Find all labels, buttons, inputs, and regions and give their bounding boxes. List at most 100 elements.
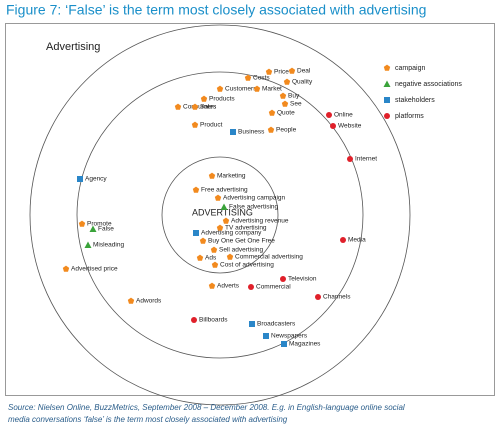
node-label: Channels xyxy=(323,294,351,301)
marker xyxy=(268,109,276,116)
node-label: Buy One Get One Free xyxy=(208,238,275,245)
marker xyxy=(281,341,287,347)
node-label: Television xyxy=(288,276,317,283)
node-label: Costs xyxy=(253,75,270,82)
source-line: Source: Nielsen Online, BuzzMetrics, Sep… xyxy=(8,403,405,412)
node-label: Website xyxy=(338,123,362,130)
node-label: Quality xyxy=(292,79,313,86)
marker xyxy=(226,253,234,260)
node-label: Media xyxy=(348,237,366,244)
marker xyxy=(77,176,83,182)
node-label: Deal xyxy=(297,68,311,75)
node-label: Marketing xyxy=(217,173,246,180)
middle-ring xyxy=(76,71,364,359)
node-label: Advertised price xyxy=(71,266,118,273)
marker xyxy=(192,186,200,193)
marker xyxy=(174,103,182,110)
marker xyxy=(244,74,252,81)
marker xyxy=(193,230,199,236)
node-label: Sales xyxy=(200,104,217,111)
node-label: Buy xyxy=(288,93,300,100)
marker xyxy=(208,282,216,289)
node-label: Commercial xyxy=(256,284,291,291)
center-label: ADVERTISING xyxy=(192,207,253,217)
node-label: Quote xyxy=(277,110,295,117)
node-label: Ads xyxy=(205,255,217,262)
node-label: See xyxy=(290,101,302,108)
marker xyxy=(216,224,224,231)
marker xyxy=(383,64,391,71)
node-label: Customers xyxy=(225,86,257,93)
node-label: TV advertising xyxy=(225,225,267,232)
marker xyxy=(253,85,261,92)
legend-label: campaign xyxy=(395,65,425,72)
marker xyxy=(210,246,218,253)
marker xyxy=(280,276,286,282)
marker xyxy=(216,85,224,92)
marker xyxy=(326,112,332,118)
node-label: Broadcasters xyxy=(257,321,296,328)
node-label: Promote xyxy=(87,221,112,228)
node-label: Commercial advertising xyxy=(235,254,303,261)
node-label: Market xyxy=(262,86,282,93)
marker xyxy=(267,126,275,133)
node-label: Advertising campaign xyxy=(223,195,286,202)
marker xyxy=(208,172,216,179)
node-label: Magazines xyxy=(289,341,321,348)
marker xyxy=(279,92,287,99)
node-label: Online xyxy=(334,112,353,119)
diagram-label: Advertising xyxy=(46,41,100,53)
marker xyxy=(214,194,222,201)
marker xyxy=(283,78,291,85)
node-label: Adverts xyxy=(217,283,240,290)
node-label: False advertising xyxy=(229,204,279,211)
node-label: Billboards xyxy=(199,317,228,324)
marker xyxy=(78,220,86,227)
marker xyxy=(222,217,230,224)
marker xyxy=(191,103,199,110)
node-label: Newspapers xyxy=(271,333,308,340)
outer-ring xyxy=(29,24,411,406)
node-label: People xyxy=(276,127,297,134)
source-line: media conversations ‘false’ is the term … xyxy=(8,415,288,424)
marker xyxy=(383,80,391,87)
marker xyxy=(315,294,321,300)
marker xyxy=(230,129,236,135)
marker xyxy=(248,284,254,290)
node-label: Price xyxy=(274,69,289,76)
marker xyxy=(196,254,204,261)
marker xyxy=(200,95,208,102)
marker xyxy=(281,100,289,107)
node-label: Advertising revenue xyxy=(231,218,289,225)
marker xyxy=(330,123,336,129)
node-label: Product xyxy=(200,122,223,129)
inner-ring xyxy=(161,156,279,274)
frame xyxy=(5,23,495,396)
node-label: Products xyxy=(209,96,235,103)
marker xyxy=(211,261,219,268)
node-label: Misleading xyxy=(93,242,124,249)
marker xyxy=(249,321,255,327)
marker xyxy=(288,67,296,74)
marker xyxy=(384,97,390,103)
figure-title: Figure 7: ‘False’ is the term most close… xyxy=(6,2,426,18)
marker xyxy=(263,333,269,339)
node-label: Business xyxy=(238,129,265,136)
node-label: Sell advertising xyxy=(219,247,263,254)
marker xyxy=(127,297,135,304)
marker xyxy=(89,225,97,232)
legend-label: platforms xyxy=(395,113,424,120)
marker xyxy=(199,237,207,244)
legend-label: stakeholders xyxy=(395,97,435,104)
marker xyxy=(384,113,390,119)
marker xyxy=(347,156,353,162)
node-label: Free advertising xyxy=(201,187,248,194)
marker xyxy=(191,121,199,128)
node-label: Agency xyxy=(85,176,107,183)
legend-label: negative associations xyxy=(395,81,462,88)
marker xyxy=(84,241,92,248)
marker xyxy=(340,237,346,243)
node-label: Internet xyxy=(355,156,377,163)
node-label: Cost of advertising xyxy=(220,262,274,269)
